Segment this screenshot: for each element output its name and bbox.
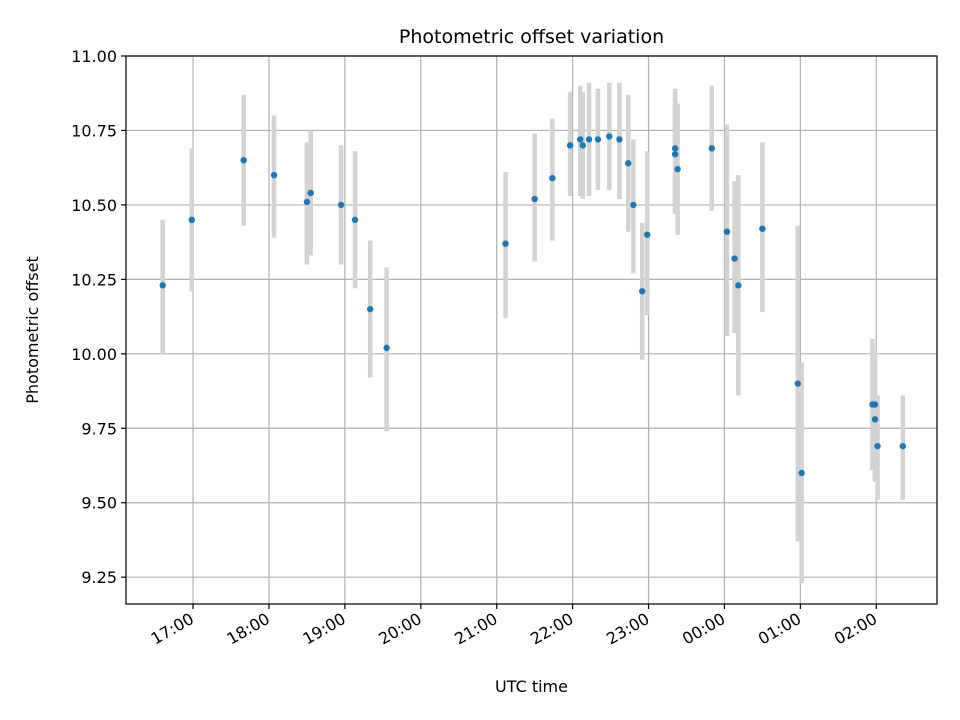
data-point: [502, 240, 509, 247]
data-point: [625, 160, 632, 167]
data-point: [549, 174, 556, 182]
y-tick-label: 10.50: [71, 196, 117, 215]
data-point: [735, 282, 742, 289]
data-point: [606, 133, 613, 140]
y-tick-label: 10.25: [71, 270, 117, 289]
data-point: [159, 282, 166, 289]
data-point: [630, 201, 637, 209]
data-point: [594, 136, 602, 143]
data-points: [159, 133, 907, 477]
data-point: [644, 231, 651, 238]
data-point: [639, 288, 646, 295]
data-point: [794, 380, 802, 387]
y-axis-ticks: 9.25 9.50 9.75 10.00 10.25 10.50 10.75 11.00: [71, 47, 126, 587]
data-point: [874, 442, 881, 450]
data-point: [731, 255, 738, 262]
y-axis-label: Photometric offset: [23, 256, 42, 404]
chart-title: Photometric offset variation: [399, 26, 664, 48]
data-point: [366, 305, 374, 313]
data-point: [240, 157, 247, 164]
data-point: [871, 416, 879, 423]
data-point: [351, 216, 359, 224]
data-point: [585, 136, 593, 143]
data-point: [577, 136, 584, 143]
data-point: [871, 401, 879, 408]
data-point: [188, 216, 195, 224]
data-point: [531, 195, 538, 203]
data-point: [671, 151, 679, 158]
data-point: [671, 145, 679, 152]
data-point: [579, 142, 586, 149]
data-point: [337, 201, 345, 209]
data-point: [708, 145, 715, 152]
y-tick-label: 9.50: [81, 494, 117, 513]
y-tick-label: 9.75: [81, 419, 117, 438]
data-point: [798, 469, 805, 477]
data-point: [723, 228, 731, 235]
data-point: [307, 189, 314, 197]
data-point: [616, 136, 623, 143]
data-point: [303, 198, 311, 206]
y-tick-label: 11.00: [71, 47, 117, 66]
data-point: [759, 225, 766, 232]
x-axis-label: UTC time: [495, 677, 568, 696]
plot-frame: [125, 55, 938, 605]
data-point: [674, 165, 681, 173]
data-point: [899, 442, 907, 450]
data-point: [566, 142, 574, 149]
y-tick-label: 10.75: [71, 121, 117, 140]
y-tick-label: 9.25: [81, 568, 117, 587]
y-tick-label: 10.00: [71, 345, 117, 364]
data-point: [383, 344, 390, 352]
data-point: [270, 171, 278, 179]
